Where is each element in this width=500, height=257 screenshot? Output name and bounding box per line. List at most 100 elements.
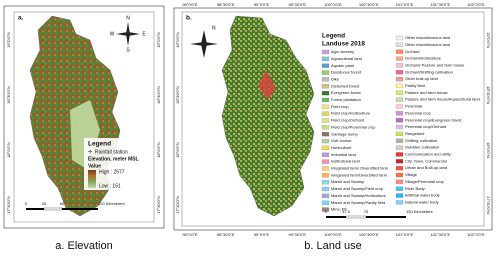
legend-label: Marsh and Swamp/Horticulture — [331, 193, 387, 198]
legend-swatch — [321, 118, 330, 123]
legend-label: Field crop/Horticulture — [331, 111, 371, 116]
legend-swatch — [321, 104, 330, 109]
lon-label: 99°30'0"E — [288, 232, 306, 237]
legend-swatch — [395, 152, 404, 157]
legend-label: Orchard/ Pasture and farm house — [405, 62, 465, 67]
lat-label: 19°0'0"N — [156, 32, 161, 48]
lon-label: 100°30'0"E — [359, 2, 379, 7]
panel-label: b. — [186, 15, 192, 22]
scale-bar-b — [326, 215, 406, 219]
panel-label: a. — [18, 15, 24, 22]
legend-swatch — [321, 111, 330, 116]
legend-swatch — [321, 56, 330, 61]
legend-label: Orchard/Shifting cultivation — [405, 69, 453, 74]
legend-swatch — [395, 49, 404, 54]
legend-swatch — [395, 104, 404, 109]
legend-swatch — [395, 76, 404, 82]
legend-swatch — [395, 118, 404, 123]
legend-swatch — [321, 186, 330, 192]
legend-swatch — [395, 145, 404, 150]
legend-swatch — [395, 70, 404, 75]
legend-label: Disturbed forest — [331, 83, 360, 88]
legend-swatch — [321, 49, 330, 55]
legend-label: Perennial crop/Evergreen forest — [405, 117, 462, 122]
legend-label: Artificial water body — [405, 193, 440, 198]
legend-label: Village — [405, 172, 418, 177]
legend-swatch — [321, 84, 330, 89]
lon-label: 102°0'0"E — [467, 2, 485, 7]
legend-value: Value — [88, 163, 101, 169]
lat-label: 17°30'0"N — [486, 196, 491, 214]
legend-swatch — [395, 172, 404, 178]
legend-swatch — [395, 90, 404, 95]
legend-swatch — [321, 145, 330, 150]
scale-label: 150 Kilometers — [406, 209, 433, 214]
lon-label: 101°30'0"E — [430, 2, 450, 7]
legend-rainfall: Rainfall station — [95, 149, 128, 155]
legend-swatch — [321, 138, 330, 144]
legend-label: Horticulture — [331, 145, 352, 150]
legend-swatch — [395, 200, 404, 205]
legend-label: Field crop/Orchard — [331, 118, 364, 123]
scale-label: 120 Kilometers — [98, 201, 125, 206]
lat-label: 18°30'0"N — [6, 86, 11, 104]
lat-label: 18°0'0"N — [156, 142, 161, 158]
legend-swatch — [395, 186, 404, 191]
legend-label: Dike — [331, 76, 340, 81]
legend-label: Swidden cultivation — [405, 145, 439, 150]
compass-e: E — [142, 31, 146, 37]
legend-swatch — [395, 179, 404, 184]
legend-swatch — [395, 97, 404, 102]
lat-label: 17°30'0"N — [6, 196, 11, 214]
lat-label: 18°30'0"N — [175, 86, 180, 104]
legend-swatch — [395, 159, 404, 164]
legend-swatch — [321, 132, 330, 137]
scale-label: 37.5 — [342, 209, 351, 214]
lat-label: 18°30'0"N — [486, 86, 491, 104]
legend-swatch — [395, 35, 404, 41]
legend-label: Communication and utility — [405, 152, 451, 157]
legend-label: Forest plantation — [331, 97, 361, 102]
legend-swatch — [321, 125, 330, 130]
legend-title: Legend — [88, 141, 111, 148]
lon-label: 100°30'0"E — [359, 232, 379, 237]
legend-label: Perennial crop — [405, 110, 432, 115]
legend-swatch — [395, 124, 404, 130]
legend-title: Legend — [322, 33, 345, 40]
scale-label: 60 — [60, 201, 65, 206]
legend-label: Institutional land — [331, 159, 360, 164]
legend-symbol: ✛ — [88, 149, 92, 155]
legend-label: Agro-forestry — [331, 49, 354, 54]
lat-label: 18°0'0"N — [486, 142, 491, 158]
legend-label: Integrated farm/Diversified farm — [331, 172, 388, 177]
legend-label: Field crop — [331, 104, 349, 109]
legend-swatch — [321, 152, 330, 157]
compass-s: S — [126, 47, 130, 53]
lon-label: 102°0'0"E — [467, 232, 485, 237]
legend-subtitle: Landuse 2018 — [322, 41, 365, 48]
legend-label: Evergreen forest — [331, 90, 361, 95]
compass-a: N W E S — [110, 15, 147, 53]
legend-label: Integrated farm/ Diversified farm — [331, 166, 389, 171]
legend-swatch — [395, 63, 404, 68]
legend-label: Other built-up land — [405, 76, 438, 81]
legend-swatch — [395, 166, 404, 171]
compass-n: N — [126, 15, 130, 21]
legend-label: Urban and Built-up land — [405, 165, 447, 170]
legend-label: Orchard/Horticulture — [405, 56, 442, 61]
legend-swatch — [321, 97, 330, 103]
scale-label: 0 — [25, 201, 28, 206]
lat-label: 17°30'0"N — [156, 196, 161, 214]
legend-swatch — [321, 180, 330, 185]
legend-label: Natural water body — [405, 199, 439, 204]
lon-label: 99°0'0"E — [254, 232, 270, 237]
lon-label: 101°0'0"E — [396, 232, 414, 237]
scale-label: 75 — [364, 209, 369, 214]
lat-label: 18°0'0"N — [6, 142, 11, 158]
lat-label: 18°30'0"N — [156, 86, 161, 104]
legend-swatch — [395, 83, 404, 89]
caption-b: b. Land use — [304, 240, 362, 252]
lon-label: 98°0'0"E — [182, 2, 198, 7]
urban-area — [258, 70, 276, 100]
legend-swatch — [321, 166, 330, 171]
